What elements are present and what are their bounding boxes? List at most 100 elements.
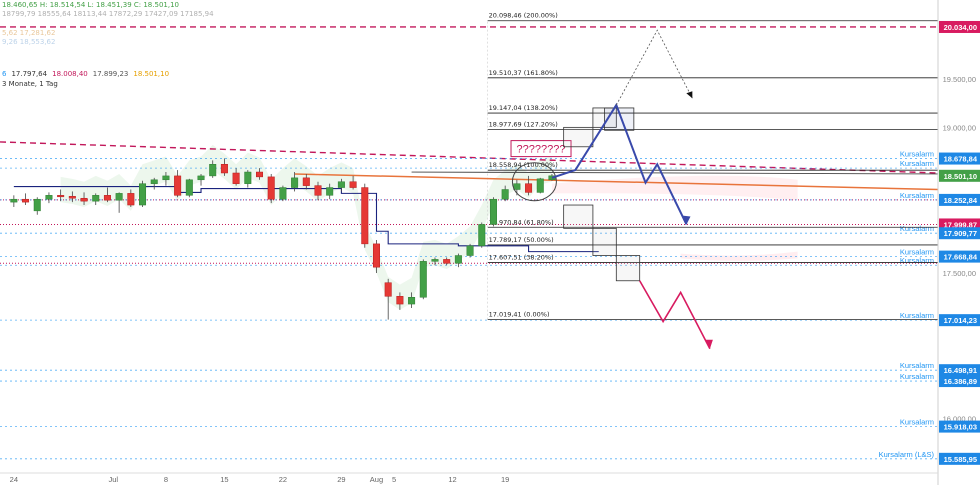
candle <box>431 259 439 262</box>
arrow-head-icon <box>686 91 693 99</box>
candle <box>92 195 100 202</box>
kursalarm-label: Kursalarm <box>900 248 934 257</box>
candle <box>419 261 427 298</box>
fib-level-label: 19.510,37 (161.80%) <box>489 69 558 77</box>
candle <box>209 164 217 177</box>
fib-level-label: 17.019,41 (0.00%) <box>489 311 550 319</box>
price-label-badge <box>939 152 980 165</box>
price-label-text: 16.498,91 <box>944 366 977 375</box>
candle <box>150 179 158 184</box>
candle <box>513 183 521 190</box>
kursalarm-label: Kursalarm <box>900 361 934 370</box>
candle <box>220 164 228 174</box>
ghost-readout-2b: 9,26 18,553,62 <box>2 38 56 46</box>
fib-level-label: 19.147,04 (138.20%) <box>489 104 558 112</box>
kursalarm-label: Kursalarm <box>900 256 934 265</box>
candle <box>466 245 474 256</box>
x-axis-tick-label: Jul <box>108 475 118 484</box>
ichimoku-readout: 6 17.797,64 18.008,40 17.899,23 18.501,10 <box>2 70 174 78</box>
kursalarm-label: Kursalarm <box>900 372 934 381</box>
candle <box>326 187 334 196</box>
candle <box>57 195 65 198</box>
fib-level-label: 20.098,46 (200.00%) <box>489 12 558 20</box>
price-label-text: 18.501,10 <box>944 172 977 181</box>
ichimoku-value: 17.797,64 <box>11 70 48 78</box>
x-axis-tick-label: 24 <box>10 475 18 484</box>
price-label-badge <box>939 20 980 33</box>
trendline <box>411 171 939 175</box>
kursalarm-label: Kursalarm <box>900 418 934 427</box>
candle <box>372 243 380 268</box>
price-label-text: 15.918,03 <box>944 423 977 432</box>
candle <box>525 183 533 193</box>
candle <box>408 297 416 305</box>
ichimoku-value: 6 <box>2 70 7 78</box>
x-axis-tick-label: 22 <box>279 475 287 484</box>
kursalarm-label: Kursalarm <box>900 191 934 200</box>
candle <box>536 178 544 193</box>
price-label-text: 17.014,23 <box>944 316 977 325</box>
x-axis-tick-label: 29 <box>337 475 345 484</box>
candle <box>115 193 123 201</box>
price-label-badge <box>939 375 980 388</box>
price-label-badge <box>939 193 980 206</box>
price-label-badge <box>939 452 980 465</box>
ichimoku-value: 18.501,10 <box>133 70 170 78</box>
arrow-head-icon <box>704 339 713 349</box>
price-label-text: 20.034,00 <box>944 23 977 32</box>
orange-line <box>294 173 939 191</box>
kursalarm-label: Kursalarm <box>900 224 934 233</box>
candle <box>68 196 76 199</box>
x-axis-tick-label: 19 <box>501 475 509 484</box>
fib-level-label: 18.977,69 (127.20%) <box>489 121 558 129</box>
x-axis-tick-label: 12 <box>448 475 456 484</box>
candle <box>302 177 310 186</box>
candle <box>103 195 111 201</box>
candle <box>22 198 30 203</box>
ohlc-readout: 18.460,65 H: 18.514,54 L: 18.451,39 C: 1… <box>2 1 179 9</box>
kursalarm-label: Kursalarm (L&S) <box>879 450 935 459</box>
x-axis-tick-label: 8 <box>164 475 168 484</box>
candle <box>454 255 462 264</box>
candle <box>244 171 252 184</box>
y-axis-tick-label: 16.000,00 <box>943 415 976 424</box>
candle <box>501 189 509 200</box>
candle <box>185 179 193 196</box>
candle <box>396 296 404 305</box>
projection-path-blue <box>551 102 688 225</box>
candle <box>33 198 41 212</box>
ichimoku-value: 18.008,40 <box>52 70 88 78</box>
price-label-badge <box>939 169 980 182</box>
ichimoku-cloud-future <box>680 251 798 261</box>
y-axis-tick-label: 19.000,00 <box>943 123 976 132</box>
period-label: 3 Monate, 1 Tag <box>2 80 58 88</box>
ghost-readout: 18799,79 18555,64 18113,44 17872,29 1742… <box>2 10 214 18</box>
price-label-badge <box>939 314 980 327</box>
price-label-badge <box>939 227 980 240</box>
x-axis-tick-label: 5 <box>392 475 396 484</box>
candle <box>45 195 53 200</box>
price-label-badge <box>939 420 980 433</box>
candle <box>384 282 392 297</box>
candle <box>10 198 18 203</box>
ichimoku-cloud <box>60 144 552 310</box>
candle <box>489 198 497 225</box>
annotation-box <box>510 140 572 158</box>
fib-level-label: 17.970,84 (61.80%) <box>489 218 554 226</box>
ichimoku-cloud-future <box>551 175 798 201</box>
ghost-readout-2a: 5,62 17,281,62 <box>2 29 56 37</box>
kursalarm-label: Kursalarm <box>900 159 934 168</box>
y-axis-tick-label: 17.500,00 <box>943 269 976 278</box>
projection-box <box>563 126 594 148</box>
projection-box <box>615 255 641 282</box>
price-label-text: 16.386,89 <box>944 377 977 386</box>
candle <box>279 187 287 200</box>
projection-box <box>563 204 594 229</box>
price-label-badge <box>939 364 980 377</box>
candle <box>291 177 299 188</box>
highlight-circle <box>511 162 557 202</box>
price-label-text: 17.909,77 <box>944 229 977 238</box>
candle <box>80 197 88 202</box>
